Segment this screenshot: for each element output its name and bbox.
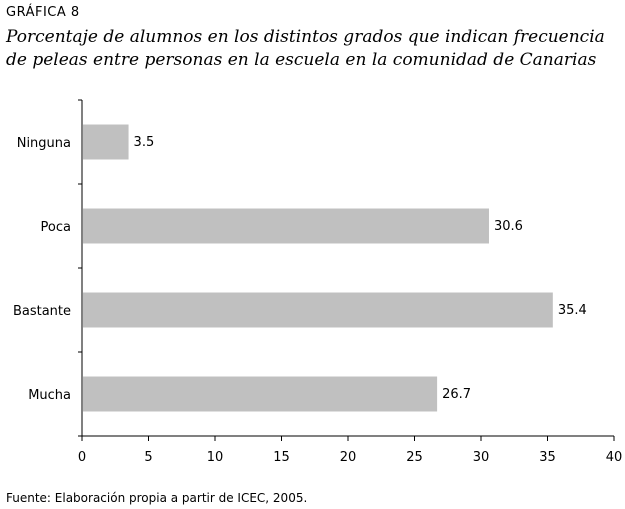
- x-tick-label: 0: [78, 450, 86, 465]
- category-label: Ninguna: [17, 136, 71, 151]
- x-tick-label: 15: [273, 450, 290, 465]
- x-tick-label: 10: [207, 450, 224, 465]
- x-tick-label: 40: [606, 450, 623, 465]
- x-tick-label: 30: [473, 450, 490, 465]
- chart-title-line-2: de peleas entre personas en la escuela e…: [6, 50, 597, 70]
- category-label: Poca: [41, 220, 71, 235]
- data-label: 35.4: [558, 303, 587, 318]
- bar: [83, 208, 489, 244]
- bar: [83, 376, 438, 412]
- figure-number: GRÁFICA 8: [6, 5, 80, 20]
- x-tick-label: 35: [539, 450, 556, 465]
- x-tick-label: 5: [144, 450, 152, 465]
- bar: [83, 292, 553, 328]
- x-tick-label: 25: [406, 450, 423, 465]
- data-label: 30.6: [494, 219, 523, 234]
- chart-title-line-1: Porcentaje de alumnos en los distintos g…: [6, 27, 605, 47]
- x-tick-label: 20: [340, 450, 357, 465]
- category-label: Bastante: [13, 304, 71, 319]
- data-label: 3.5: [134, 135, 155, 150]
- category-label: Mucha: [28, 388, 71, 403]
- data-label: 26.7: [442, 387, 471, 402]
- chart-title: Porcentaje de alumnos en los distintos g…: [6, 26, 616, 72]
- source-note: Fuente: Elaboración propia a partir de I…: [6, 491, 308, 505]
- bar: [83, 124, 129, 160]
